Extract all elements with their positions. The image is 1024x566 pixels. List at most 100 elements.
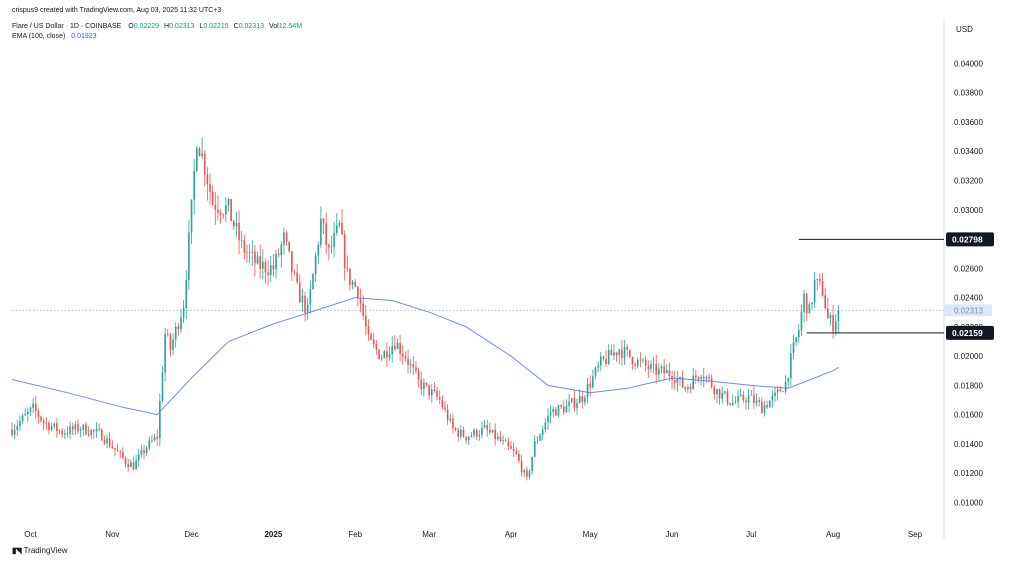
time-tick-label: Jul bbox=[746, 530, 756, 539]
candle-body bbox=[832, 315, 834, 332]
candle-body bbox=[692, 375, 694, 389]
candle-body bbox=[813, 279, 816, 303]
time-tick-label: Apr bbox=[505, 530, 518, 539]
candle-body bbox=[151, 440, 153, 442]
candle-body bbox=[729, 403, 731, 405]
candle-body bbox=[172, 339, 174, 350]
candle-body bbox=[716, 389, 718, 395]
candle-body bbox=[454, 428, 457, 430]
level-price-tag bbox=[946, 232, 994, 247]
candle-body bbox=[182, 307, 185, 318]
candle-body bbox=[755, 400, 758, 404]
candle-body bbox=[164, 334, 166, 373]
candle-body bbox=[16, 426, 19, 430]
candle-body bbox=[592, 376, 594, 388]
candle-body bbox=[562, 406, 565, 413]
candle-body bbox=[190, 199, 193, 233]
candle-body bbox=[734, 401, 737, 403]
candle-body bbox=[214, 204, 217, 210]
candle-body bbox=[351, 281, 354, 285]
candle-body bbox=[103, 440, 106, 444]
candle-body bbox=[658, 368, 660, 375]
level-price-tag-label: 0.02159 bbox=[952, 328, 983, 338]
candle-body bbox=[689, 387, 692, 389]
ohlc-key: C bbox=[233, 23, 239, 30]
candle-body bbox=[291, 251, 293, 272]
candle-body bbox=[449, 418, 452, 421]
candle-body bbox=[420, 379, 423, 390]
ohlc-value: 0.02313 bbox=[169, 23, 195, 30]
candle-body bbox=[533, 441, 536, 457]
candle-body bbox=[557, 405, 560, 416]
candle-body bbox=[304, 295, 306, 314]
candle-body bbox=[412, 364, 415, 368]
candle-body bbox=[201, 153, 203, 157]
price-tick-label: 0.02600 bbox=[954, 264, 983, 273]
candle-body bbox=[584, 397, 586, 402]
candle-body bbox=[225, 205, 227, 215]
candle-body bbox=[195, 148, 198, 171]
candle-body bbox=[478, 434, 481, 437]
candle-body bbox=[251, 251, 254, 253]
candle-body bbox=[209, 184, 211, 193]
candle-body bbox=[676, 378, 679, 384]
candle-body bbox=[166, 334, 169, 335]
candle-body bbox=[306, 304, 309, 314]
candle-body bbox=[254, 251, 256, 264]
candle-body bbox=[338, 222, 341, 226]
candle-body bbox=[198, 148, 201, 157]
ohlc-key: H bbox=[164, 23, 170, 30]
candle-body bbox=[700, 377, 702, 379]
ohlc-key: L bbox=[199, 23, 204, 30]
candle-body bbox=[322, 218, 325, 224]
candle-body bbox=[79, 429, 82, 432]
candle-body bbox=[473, 429, 475, 436]
candle-body bbox=[502, 440, 504, 442]
candle-body bbox=[335, 225, 338, 234]
candle-body bbox=[452, 418, 454, 429]
candle-body bbox=[570, 398, 573, 402]
candle-body bbox=[425, 382, 428, 385]
candle-body bbox=[29, 407, 32, 412]
candle-body bbox=[359, 298, 362, 304]
time-tick-label: Aug bbox=[826, 530, 840, 539]
candle-body bbox=[42, 420, 45, 423]
candle-body bbox=[333, 233, 335, 248]
candle-body bbox=[481, 427, 483, 435]
candle-body bbox=[541, 429, 544, 436]
candle-body bbox=[605, 359, 607, 364]
candle-body bbox=[193, 170, 195, 200]
candle-body bbox=[77, 424, 79, 432]
candle-body bbox=[388, 354, 391, 358]
candle-body bbox=[536, 440, 539, 442]
candle-body bbox=[708, 376, 710, 379]
candle-body bbox=[811, 302, 813, 305]
candle-body bbox=[821, 281, 824, 296]
ema-label: EMA (100, close) bbox=[12, 33, 66, 40]
candle-body bbox=[132, 462, 135, 470]
candle-body bbox=[528, 471, 531, 477]
candle-body bbox=[510, 445, 512, 449]
candle-body bbox=[523, 470, 526, 473]
candle-body bbox=[58, 430, 61, 432]
candle-body bbox=[621, 349, 623, 358]
last-price-tag-label: 0.02313 bbox=[954, 306, 983, 315]
ema-100-line bbox=[11, 297, 839, 416]
candle-body bbox=[106, 438, 108, 444]
candle-body bbox=[467, 436, 470, 441]
candle-body bbox=[296, 272, 298, 283]
time-tick-label: Dec bbox=[184, 530, 198, 539]
candle-body bbox=[140, 450, 143, 455]
candle-body bbox=[808, 304, 811, 314]
candle-body bbox=[230, 198, 232, 222]
candle-body bbox=[48, 422, 50, 430]
candle-body bbox=[594, 367, 597, 377]
price-tick-label: 0.03000 bbox=[954, 206, 983, 215]
candle-body bbox=[805, 293, 808, 314]
candle-body bbox=[578, 396, 581, 404]
candle-body bbox=[555, 409, 557, 416]
candle-body bbox=[312, 274, 314, 290]
candle-body bbox=[82, 424, 85, 430]
candle-body bbox=[423, 382, 425, 390]
